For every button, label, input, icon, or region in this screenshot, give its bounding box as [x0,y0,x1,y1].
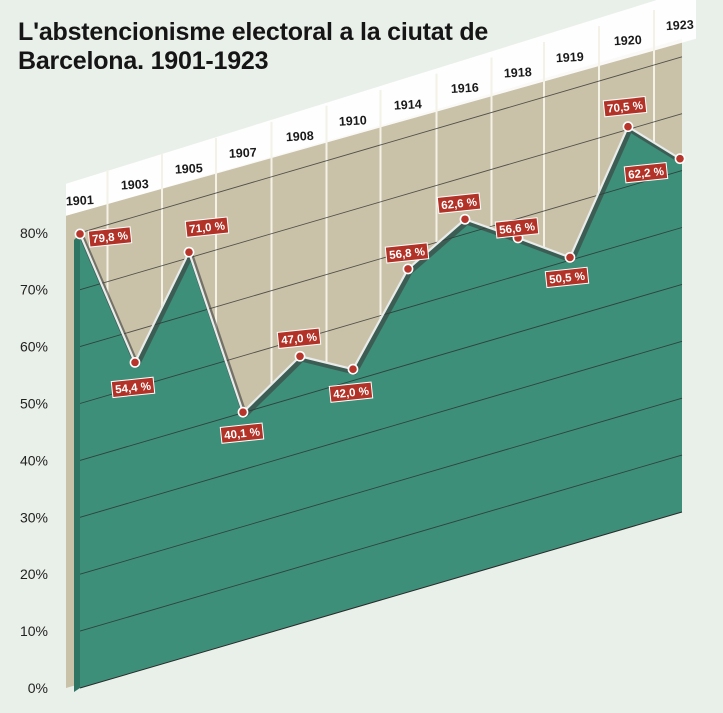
data-label: 56,8 % [384,242,430,264]
data-label-bg [219,422,265,444]
data-label-text: 54,4 % [115,381,152,397]
y-tick-label: 30% [20,509,48,525]
data-point [347,363,359,375]
data-label-text: 62,6 % [441,197,478,213]
gridline [79,170,683,348]
data-label-text: 40,1 % [224,427,261,443]
x-tick-label: 1910 [339,113,368,128]
series-line-shadow [79,127,684,418]
gridline [79,340,683,518]
data-label-text: 79,8 % [92,230,129,246]
data-label: 71,0 % [184,216,230,238]
data-label: 50,5 % [544,266,590,289]
y-tick-label: 10% [20,623,48,639]
data-point [459,213,471,225]
data-point [564,251,576,263]
data-label: 62,6 % [436,192,482,214]
data-point [129,356,141,368]
x-tick-label: 1905 [175,161,204,176]
x-tick-label: 1901 [66,193,95,208]
x-tick-label: 1918 [504,65,533,80]
x-tick-label: 1903 [121,177,150,192]
data-label-bg [494,217,540,239]
y-tick-label: 80% [20,225,48,241]
gridline [79,397,683,575]
area-side-face [74,233,80,693]
x-tick-label: 1920 [614,33,643,48]
x-tick-label: 1908 [286,129,315,144]
data-point [237,406,249,418]
gridline [79,113,683,291]
data-point [74,228,86,240]
data-label-text: 50,5 % [549,271,586,287]
data-label-bg [87,226,133,248]
data-label-bg [276,327,322,349]
data-label: 56,6 % [494,217,540,239]
data-label-bg [384,242,430,264]
y-tick-label: 50% [20,396,48,412]
gridline [79,227,683,404]
data-label: 79,8 % [87,226,133,248]
gridline [79,283,683,461]
data-label-text: 62,2 % [628,166,665,182]
data-label: 54,4 % [110,376,156,399]
baseline [79,511,683,689]
data-point [402,263,414,275]
data-label: 47,0 % [276,327,322,349]
data-label-bg [602,95,648,118]
x-tick-label: 1919 [556,50,585,65]
data-label: 62,2 % [623,161,669,184]
chart-title: L'abstencionisme electoral a la ciutat d… [18,18,489,75]
data-point [183,246,195,258]
data-label-bg [328,381,374,403]
data-label: 40,1 % [219,422,265,444]
data-label-text: 70,5 % [607,100,644,116]
data-label-bg [110,376,156,399]
data-point [622,121,634,133]
data-label: 70,5 % [602,95,648,118]
y-tick-label: 60% [20,339,48,355]
y-tick-label: 70% [20,282,48,298]
data-point [294,350,306,362]
x-tick-label: 1907 [229,145,258,160]
gridline [79,56,683,234]
data-label-text: 71,0 % [189,220,226,236]
data-label: 42,0 % [328,381,374,403]
y-tick-label: 40% [20,452,48,468]
x-tick-label: 1914 [394,97,423,112]
series-line [78,125,681,414]
data-label-bg [544,266,590,289]
data-label-bg [184,216,230,238]
data-label-text: 56,8 % [389,246,426,262]
data-label-bg [623,161,669,184]
data-label-text: 42,0 % [333,386,370,402]
y-tick-label: 0% [28,680,48,696]
x-tick-label: 1916 [451,81,480,96]
data-label-text: 56,6 % [499,221,536,237]
area-fill [80,126,682,688]
data-point [674,153,686,165]
x-tick-label: 1923 [666,18,695,33]
data-label-bg [436,192,482,214]
data-label-text: 47,0 % [281,332,318,348]
y-tick-label: 20% [20,566,48,582]
gridline [79,454,683,632]
